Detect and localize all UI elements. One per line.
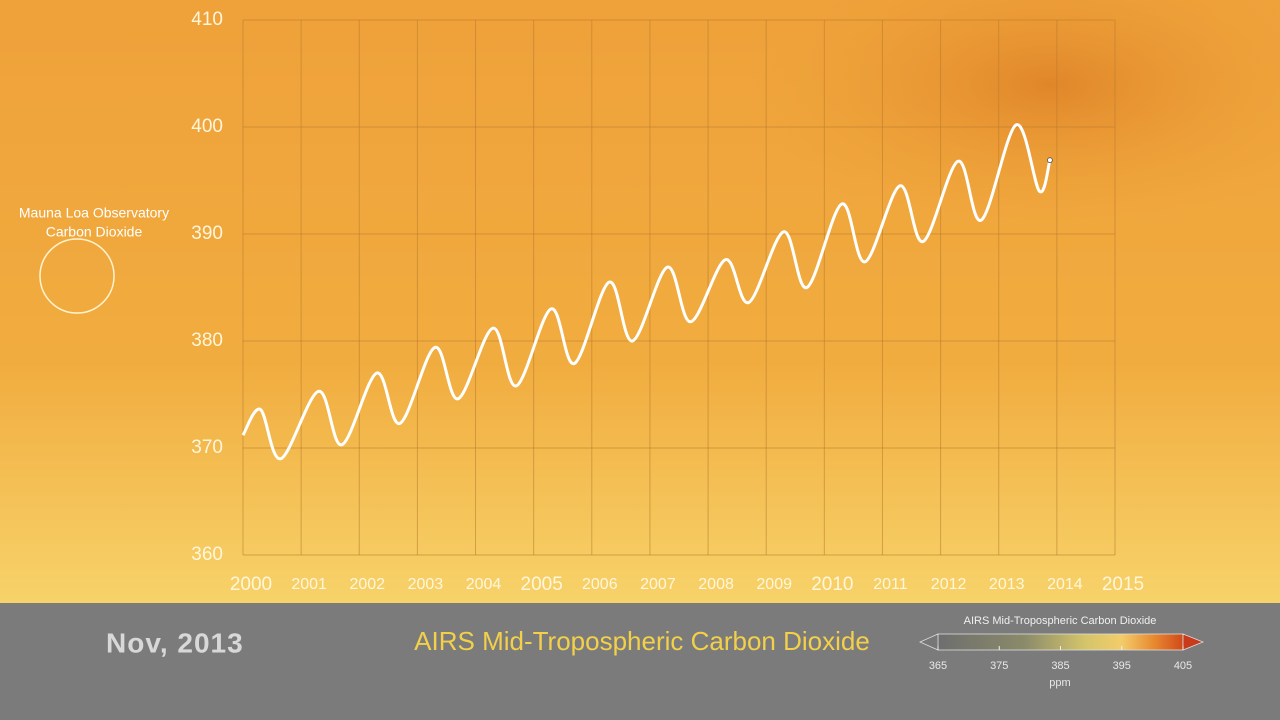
current-point [1046, 157, 1053, 164]
colorbar-tick-label: 375 [990, 660, 1008, 672]
x-tick-label: 2012 [931, 576, 967, 593]
y-tick-label: 410 [191, 9, 223, 30]
colorbar-arrow [919, 633, 939, 651]
co2-line [241, 123, 1052, 461]
x-tick-label: 2003 [408, 576, 444, 593]
y-tick-label: 400 [191, 116, 223, 137]
banner [0, 603, 1280, 720]
colorbar-tick-label: 395 [1113, 660, 1131, 672]
plot: 360 370 380 390 400 410 2000 2001 2002 2003 2004 20… [191, 9, 1144, 595]
banner-title: AIRS Mid-Tropospheric Carbon Dioxide [414, 626, 870, 656]
x-tick-label: 2000 [230, 574, 272, 595]
date-label: Nov, 2013 [106, 627, 244, 658]
x-tick-label: 2002 [349, 576, 385, 593]
y-tick-label: 390 [191, 223, 223, 244]
x-tick-label: 2006 [582, 576, 618, 593]
colorbar-unit: ppm [1049, 677, 1070, 689]
x-tick-label: 2013 [989, 576, 1025, 593]
y-tick-label: 370 [191, 437, 223, 458]
x-tick-label: 2001 [291, 576, 327, 593]
annotation-circle [39, 238, 115, 314]
colorbar-tick-label: 385 [1051, 660, 1069, 672]
annotation: Carbon Dioxide [46, 224, 143, 240]
map-shading [0, 0, 1280, 605]
colorbar-tick-label: 405 [1174, 660, 1192, 672]
x-tick-label: 2014 [1047, 576, 1083, 593]
colorbar-title: AIRS Mid-Tropospheric Carbon Dioxide [964, 615, 1157, 627]
y-tick-label: 360 [191, 544, 223, 565]
x-tick-label: 2007 [640, 576, 676, 593]
x-tick-label: 2004 [466, 576, 502, 593]
x-tick-label: 2009 [756, 576, 792, 593]
x-tick-label: 2010 [811, 574, 853, 595]
x-tick-label: 2011 [873, 576, 908, 593]
x-tick-label: 2008 [698, 576, 734, 593]
x-tick-label: 2015 [1102, 574, 1144, 595]
annotation: Mauna Loa Observatory [19, 205, 169, 221]
colorbar-tick-label: 365 [929, 660, 947, 672]
colorbar-arrow [1182, 633, 1205, 651]
y-tick-label: 380 [191, 330, 223, 351]
x-tick-label: 2005 [521, 574, 563, 595]
